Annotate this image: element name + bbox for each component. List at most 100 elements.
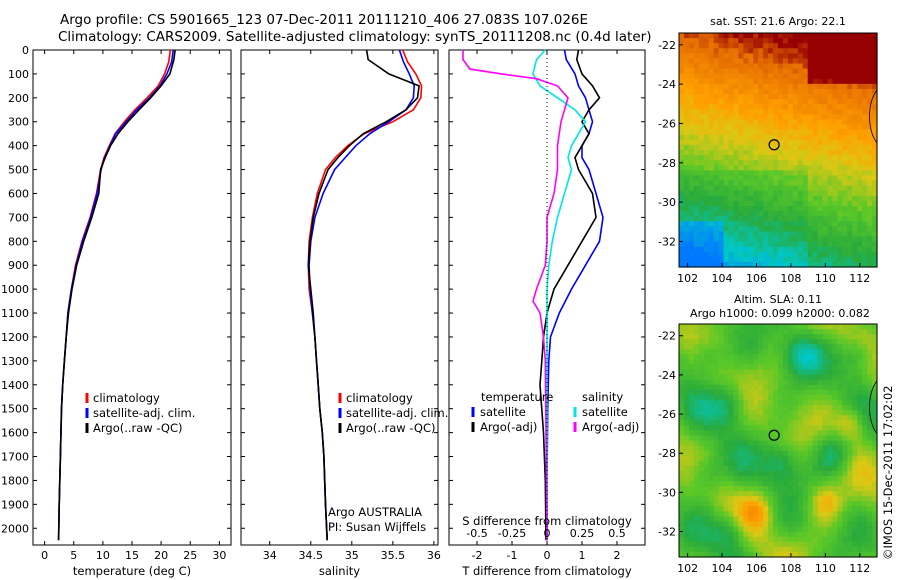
lon-tick-label: 112 [849, 272, 870, 285]
legend-label: Argo(-adj) [582, 420, 639, 434]
y-tick-label: 1600 [1, 427, 29, 440]
legend-label: Argo(..raw -QC) [93, 421, 183, 435]
argo-float-marker [768, 139, 780, 151]
series-line-argo-raw-qc- [57, 49, 176, 541]
y-tick-label: 1300 [1, 355, 29, 368]
map-grid-cells [679, 33, 878, 268]
title-line-1: Argo profile: CS 5901665_123 07-Dec-2011… [60, 12, 589, 28]
lat-tick-label: -26 [658, 408, 676, 421]
y-tick-label: 400 [8, 140, 29, 153]
legend-label: Argo(..raw -QC) [346, 421, 436, 435]
s-tick-label: 0 [544, 527, 551, 540]
argo-float-marker [768, 429, 780, 441]
y-tick-label: 600 [8, 187, 29, 200]
lat-tick-label: -30 [658, 196, 676, 209]
coastline [869, 89, 878, 144]
y-tick-label: 300 [8, 116, 29, 129]
legend-label: satellite-adj. clim. [346, 406, 448, 420]
pi-name-label: PI: Susan Wijffels [328, 520, 426, 534]
lat-tick-label: -28 [658, 157, 676, 170]
x-tick-label: -2 [472, 549, 483, 562]
legend-label: Argo(-adj) [480, 420, 537, 434]
lon-tick-label: 108 [780, 272, 801, 285]
y-tick-label: 2000 [1, 522, 29, 535]
s-axis-label: S difference from climatology [462, 514, 632, 528]
lon-tick-label: 104 [712, 562, 733, 575]
x-tick-label: -1 [507, 549, 518, 562]
lon-tick-label: 102 [677, 562, 698, 575]
map-frame [678, 323, 878, 558]
s-tick-label: -0.25 [498, 527, 526, 540]
y-tick-label: 900 [8, 259, 29, 272]
y-tick-label: 700 [8, 211, 29, 224]
series-line-argo-raw-qc- [307, 49, 420, 541]
map-grid-cells [679, 324, 878, 558]
plot-frame [32, 49, 232, 546]
lon-tick-label: 104 [712, 272, 733, 285]
float-program-label: Argo AUSTRALIA [328, 505, 422, 519]
lat-tick-label: -24 [658, 369, 676, 382]
lat-tick-label: -32 [658, 235, 676, 248]
x-tick-label: 20 [154, 549, 168, 562]
legend-label: satellite [480, 405, 526, 419]
map-title-sla-2: Argo h1000: 0.099 h2000: 0.082 [690, 307, 870, 320]
x-tick-label: 15 [125, 549, 139, 562]
y-tick-label: 1500 [1, 403, 29, 416]
x-axis-label: T difference from climatology [461, 564, 632, 578]
y-tick-label: 500 [8, 164, 29, 177]
x-tick-label: 34.5 [299, 549, 324, 562]
profile-panel-1: 0100200300400500600700800900100011001200… [1, 44, 232, 578]
x-tick-label: 25 [183, 549, 197, 562]
x-tick-label: 35.5 [381, 549, 406, 562]
x-tick-label: 1 [579, 549, 586, 562]
lat-tick-label: -28 [658, 447, 676, 460]
title-line-2: Climatology: CARS2009. Satellite-adjuste… [58, 29, 652, 45]
x-tick-label: 34 [263, 549, 277, 562]
x-tick-label: 5 [70, 549, 77, 562]
plot-frame [240, 49, 439, 546]
profile-panel-3: -2 -1 0 1 2 T difference from climatology -0.5… [448, 49, 646, 578]
y-tick-label: 1100 [1, 307, 29, 320]
timestamp-stamp: ©IMOS 15-Dec-2011 17:02:02 [881, 385, 895, 560]
lat-tick-label: -26 [658, 117, 676, 130]
y-tick-label: 1900 [1, 498, 29, 511]
map-frame [678, 32, 878, 268]
x-axis-label: temperature (deg C) [73, 564, 191, 578]
s-tick-label: 0.5 [608, 527, 626, 540]
legend-label: satellite [582, 405, 628, 419]
y-tick-label: 100 [8, 68, 29, 81]
x-tick-label: 0 [544, 549, 551, 562]
y-tick-label: 1200 [1, 331, 29, 344]
lat-tick-label: -24 [658, 78, 676, 91]
y-tick-label: 1000 [1, 283, 29, 296]
x-tick-label: 2 [614, 549, 621, 562]
x-tick-label: 0 [41, 549, 48, 562]
lat-tick-label: -32 [658, 526, 676, 539]
map-panel-sst: 102 104 106 108 110 112 -22 -24 -26 -28 -30 -32 sat.… [658, 15, 878, 285]
lon-tick-label: 102 [677, 272, 698, 285]
lon-tick-label: 106 [746, 562, 767, 575]
x-tick-label: 35 [345, 549, 359, 562]
y-tick-label: 1700 [1, 451, 29, 464]
lon-tick-label: 112 [849, 562, 870, 575]
legend-label: climatology [346, 391, 413, 405]
legend-title-salinity: salinity [582, 390, 623, 404]
profile-panel-2: 34 34.5 35 35.5 36 salinity climatologysatelli… [240, 49, 448, 578]
x-tick-label: 30 [212, 549, 226, 562]
y-tick-label: 800 [8, 235, 29, 248]
lat-tick-label: -22 [658, 39, 676, 52]
y-tick-label: 0 [22, 44, 29, 57]
map-title-sst: sat. SST: 21.6 Argo: 22.1 [710, 15, 846, 28]
lat-tick-label: -22 [658, 330, 676, 343]
series-line-s-satellite [532, 49, 587, 541]
lat-tick-label: -30 [658, 486, 676, 499]
x-tick-label: 36 [427, 549, 441, 562]
map-panel-sla: 102 104 106 108 110 112 -22 -24 -26 -28 -30 -32 Alti… [658, 293, 878, 575]
s-tick-label: 0.25 [570, 527, 595, 540]
coastline [869, 380, 878, 434]
lon-tick-label: 110 [815, 562, 836, 575]
map-title-sla-1: Altim. SLA: 0.11 [734, 293, 822, 306]
x-axis-label: salinity [319, 564, 360, 578]
legend-label: climatology [93, 391, 160, 405]
